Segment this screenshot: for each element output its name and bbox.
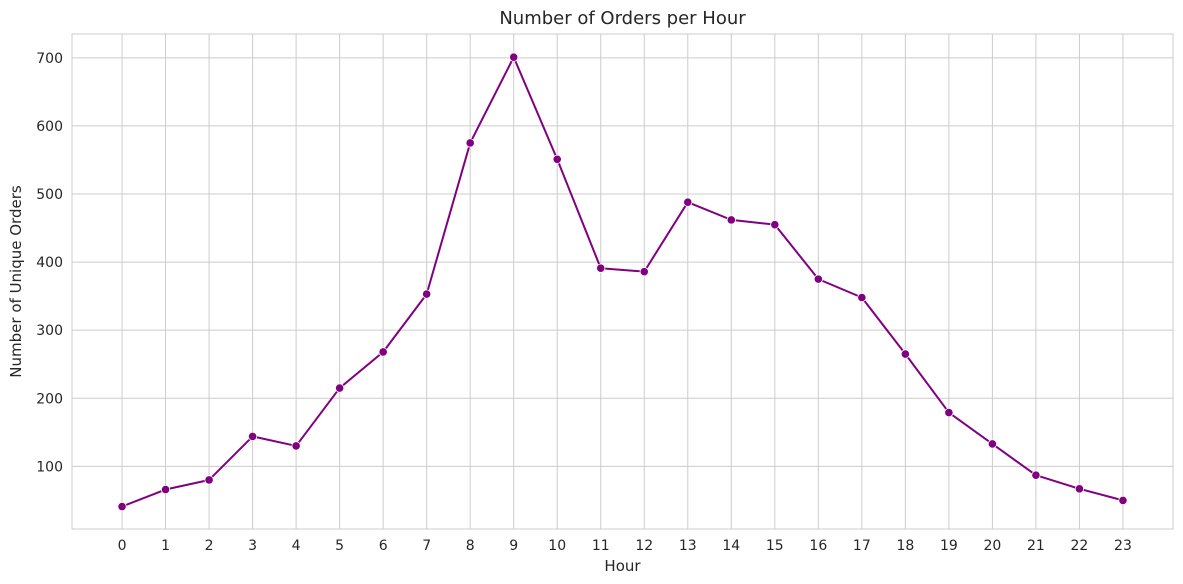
data-point [160,484,171,495]
data-point [465,138,475,148]
data-point [247,431,258,442]
data-point [639,267,649,277]
data-point [552,154,562,164]
data-point [509,52,519,62]
x-tick-label: 23 [1114,538,1132,554]
y-tick-label: 400 [36,255,63,271]
data-point [857,292,867,303]
data-point [770,220,780,230]
x-tick-label: 16 [809,538,827,554]
data-point [813,274,823,284]
data-point [117,501,127,512]
x-tick-label: 8 [466,538,475,554]
x-tick-label: 1 [161,538,170,554]
data-point [944,407,954,418]
data-point [204,475,214,485]
data-point [378,347,388,357]
y-tick-label: 100 [36,459,63,475]
x-tick-label: 18 [896,538,914,554]
series-line [121,56,1124,508]
y-tick-label: 700 [36,51,63,67]
y-axis-label: Number of Unique Orders [7,185,25,378]
x-tick-label: 5 [335,538,344,554]
series-layer [117,52,1128,512]
x-tick-label: 0 [118,538,127,554]
x-tick-label: 6 [379,538,388,554]
x-tick-label: 9 [509,538,518,554]
y-tick-label: 500 [36,187,63,203]
data-point [900,349,910,359]
x-tick-label: 11 [592,538,610,554]
x-tick-label: 4 [292,538,301,554]
x-tick-label: 10 [548,538,566,554]
x-tick-label: 7 [422,538,431,554]
data-point [1118,495,1128,506]
x-axis-label: Hour [604,557,641,575]
data-point [422,289,432,299]
x-tick-label: 19 [940,538,958,554]
x-tick-label: 15 [766,538,784,554]
x-tick-label: 13 [679,538,697,554]
y-tick-labels: 100 200 300 400 500 600 700 [36,51,63,476]
data-point [1074,484,1085,494]
y-tick-label: 600 [36,119,63,135]
x-tick-label: 21 [1027,538,1045,554]
x-tick-labels: 0 1 2 3 4 5 6 7 8 9 10 11 12 13 14 15 16 17 18 19 20 21 22 23 [118,538,1132,554]
data-point [726,215,736,225]
data-point [987,439,998,449]
data-point [335,383,345,393]
data-point [1031,470,1041,480]
x-tick-label: 14 [722,538,740,554]
y-tick-label: 300 [36,323,63,339]
data-point [683,197,693,207]
x-tick-label: 22 [1071,538,1089,554]
y-tick-label: 200 [36,391,63,407]
x-tick-label: 20 [983,538,1001,554]
data-point [291,441,301,451]
plot-frame [71,33,1174,530]
x-tick-label: 17 [853,538,871,554]
data-point [596,263,606,273]
grid [72,34,1173,529]
chart-title: Number of Orders per Hour [499,8,746,29]
x-tick-label: 12 [635,538,653,554]
x-tick-label: 3 [248,538,257,554]
x-tick-label: 2 [205,538,214,554]
